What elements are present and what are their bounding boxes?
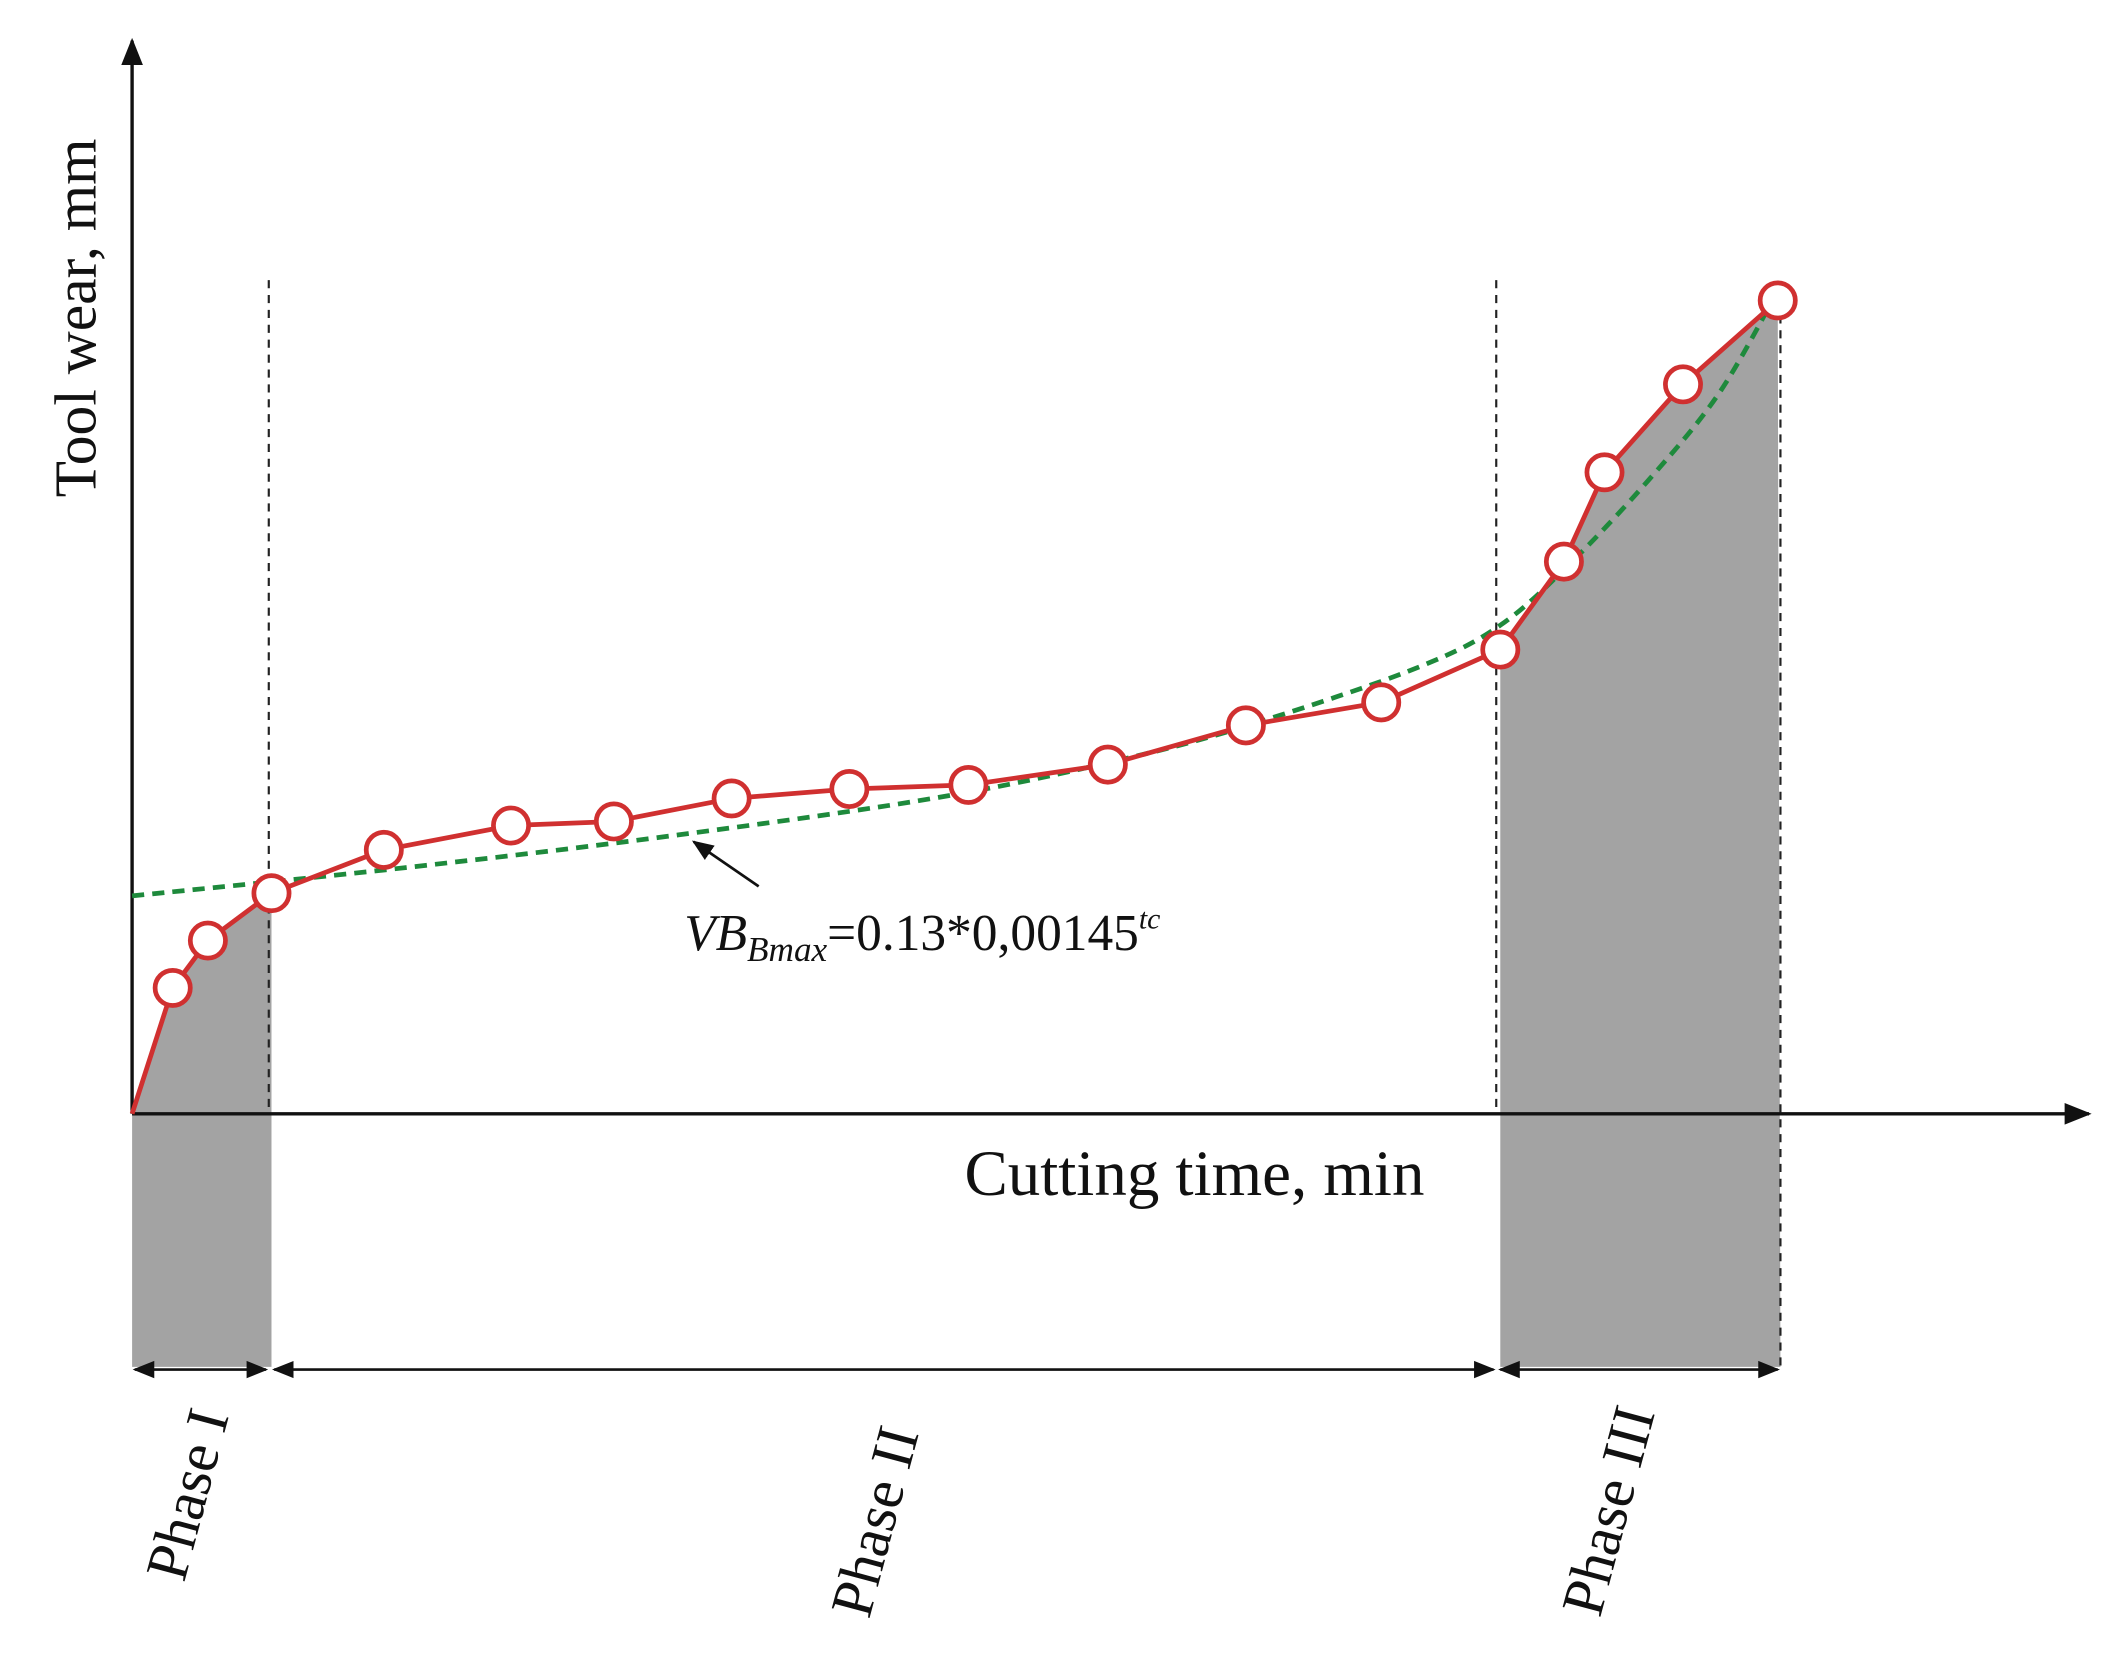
wear-point <box>187 920 228 961</box>
equation-superscript: tc <box>1139 902 1160 935</box>
equation: VBBmax=0.13*0,00145tc <box>684 902 1160 968</box>
guides <box>121 37 2092 1379</box>
wear-point <box>829 769 870 809</box>
wear-point <box>491 805 531 846</box>
equation-subscript: Bmax <box>747 930 827 969</box>
wear-point <box>1543 541 1584 582</box>
wear-point <box>251 873 292 914</box>
wear-point <box>948 764 989 805</box>
phase-label: Phase II <box>818 1419 932 1623</box>
wear-point <box>1087 744 1128 785</box>
x-axis-label: Cutting time, min <box>964 1138 1424 1210</box>
equation-lhs: VB <box>684 905 747 962</box>
wear-point <box>1361 682 1402 723</box>
phase-label: Phase I <box>133 1402 242 1587</box>
wear-point <box>363 829 404 870</box>
phase-area <box>132 893 272 1367</box>
y-axis-label: Tool wear, mm <box>43 139 109 498</box>
wear-point <box>711 778 752 819</box>
wear-point <box>1225 705 1266 746</box>
wear-point <box>1757 280 1798 321</box>
wear-point <box>1584 452 1625 493</box>
wear-point <box>1663 364 1703 405</box>
curves <box>129 280 1798 1115</box>
phase-area <box>1500 300 1781 1367</box>
wear-point <box>1480 629 1521 670</box>
wear-point <box>593 801 634 842</box>
phase-label: Phase III <box>1549 1399 1668 1622</box>
equation-rhs: =0.13*0,00145 <box>827 905 1139 962</box>
equation-pointer <box>691 840 760 888</box>
wear-point <box>152 967 193 1008</box>
